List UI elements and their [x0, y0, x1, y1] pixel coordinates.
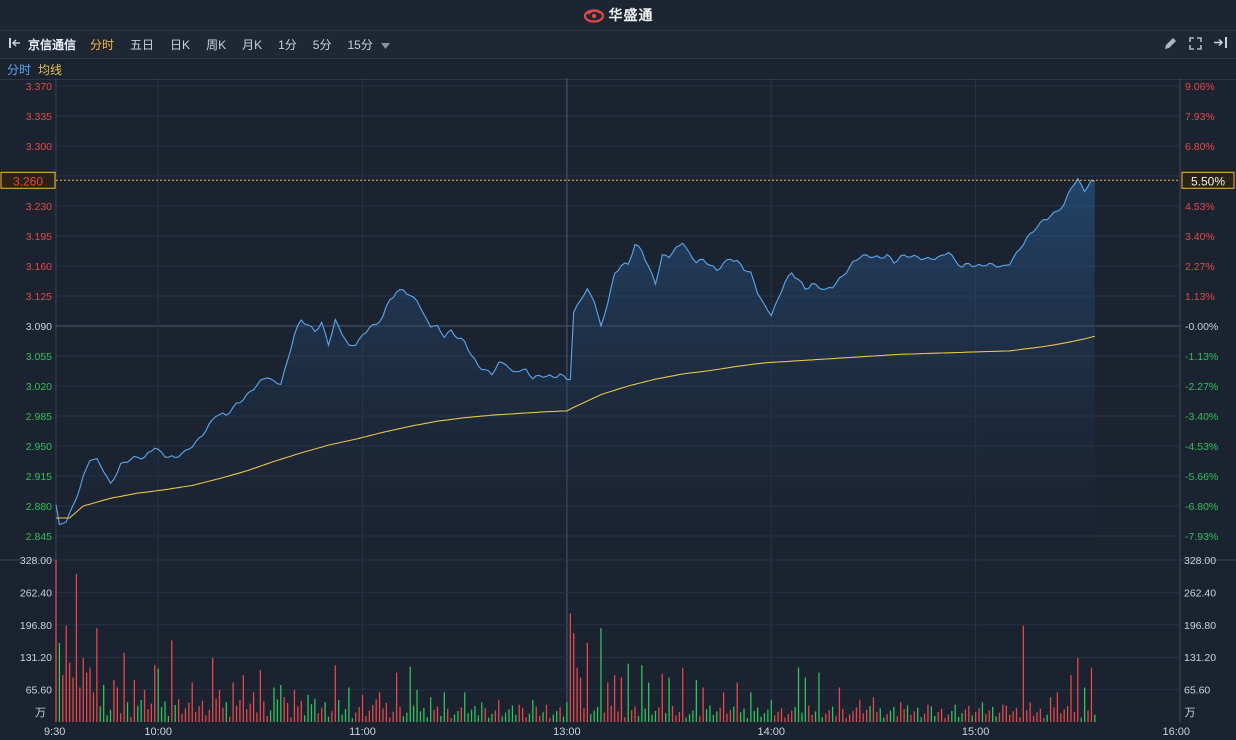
tab-weekly-k[interactable]: 周K	[206, 38, 227, 52]
y-tick-label: 2.985	[26, 411, 52, 423]
pct-tick-label: 2.27%	[1185, 261, 1215, 273]
legend: 分时 均线	[0, 59, 1236, 80]
pct-tick-label: -3.40%	[1185, 411, 1218, 423]
x-tick-label: 14:00	[758, 726, 786, 738]
tab-1min[interactable]: 1分	[278, 38, 297, 52]
pct-tick-label: 6.80%	[1185, 141, 1215, 153]
x-tick-label: 11:00	[349, 726, 376, 738]
vol-tick-label: 196.80	[20, 620, 52, 632]
pct-tick-label: 7.93%	[1185, 111, 1215, 123]
current-price-box	[0, 171, 56, 189]
pct-tick-label: 3.40%	[1185, 231, 1215, 243]
x-tick-label: 15:00	[962, 726, 990, 738]
y-tick-label: 3.335	[26, 111, 52, 123]
x-tick-label: 10:00	[144, 726, 172, 738]
y-tick-label: 3.055	[26, 351, 52, 363]
legend-avg: 均线	[38, 62, 63, 77]
pct-tick-label: 9.06%	[1185, 81, 1215, 93]
current-pct-label: 5.50%	[1191, 174, 1225, 188]
pct-tick-label: 1.13%	[1185, 291, 1215, 303]
tab-15min[interactable]: 15分	[347, 38, 373, 52]
fullscreen-icon[interactable]	[1188, 36, 1203, 54]
pct-tick-label: -4.53%	[1185, 441, 1218, 453]
vol-tick-label: 196.80	[1184, 620, 1216, 632]
y-tick-label: 3.160	[26, 261, 52, 273]
brand-name: 华盛通	[608, 7, 654, 23]
pct-tick-label: -1.13%	[1185, 351, 1218, 363]
vol-unit-label: 万	[1185, 707, 1196, 719]
y-tick-label: 3.370	[26, 81, 52, 93]
brand-logo-icon	[583, 9, 604, 23]
y-tick-label: 3.020	[26, 381, 52, 393]
pct-tick-label: 4.53%	[1185, 201, 1215, 213]
y-tick-label: 2.915	[26, 471, 52, 483]
toolbar: 京信通信 分时 五日 日K 周K 月K 1分 5分 15分	[0, 31, 1236, 59]
y-tick-label: 3.195	[26, 231, 52, 243]
pencil-icon[interactable]	[1163, 36, 1178, 54]
vol-tick-label: 65.60	[26, 685, 52, 697]
y-tick-label: 3.230	[26, 201, 52, 213]
vol-tick-label: 262.40	[1184, 587, 1216, 599]
avg-line	[56, 335, 1095, 519]
price-area	[56, 178, 1095, 548]
pct-tick-label: -0.00%	[1185, 321, 1218, 333]
y-tick-label: 2.950	[26, 441, 52, 453]
vol-tick-label: 131.20	[20, 652, 52, 664]
tab-intraday[interactable]: 分时	[90, 38, 115, 52]
y-tick-label: 3.090	[26, 321, 52, 333]
tab-five-day[interactable]: 五日	[130, 38, 155, 52]
vol-tick-label: 262.40	[20, 587, 52, 599]
pct-tick-label: -2.27%	[1185, 381, 1218, 393]
chevron-down-icon[interactable]	[375, 38, 396, 52]
y-tick-label: 3.125	[26, 291, 52, 303]
vol-tick-label: 131.20	[1184, 652, 1216, 664]
current-price-label: 3.260	[13, 174, 43, 188]
vol-tick-label: 328.00	[1184, 555, 1216, 567]
vol-unit-label: 万	[35, 707, 46, 719]
price-line	[55, 177, 1095, 526]
collapse-right-icon[interactable]	[1213, 36, 1228, 54]
brand-logo: 华盛通	[583, 5, 654, 25]
vol-tick-label: 328.00	[20, 555, 52, 567]
tab-daily-k[interactable]: 日K	[170, 38, 191, 52]
y-tick-label: 2.880	[26, 501, 52, 513]
x-tick-label: 13:00	[553, 726, 581, 738]
stock-name[interactable]: 京信通信	[28, 38, 77, 52]
x-tick-label: 9:30	[44, 726, 65, 738]
tab-monthly-k[interactable]: 月K	[242, 38, 263, 52]
x-tick-label: 16:00	[1162, 726, 1190, 738]
vol-tick-label: 65.60	[1184, 685, 1210, 697]
legend-price: 分时	[7, 62, 32, 77]
collapse-left-icon[interactable]	[0, 37, 26, 52]
pct-tick-label: -6.80%	[1185, 501, 1218, 513]
y-tick-label: 3.300	[26, 141, 52, 153]
pct-tick-label: -5.66%	[1185, 471, 1218, 483]
pct-tick-label: -7.93%	[1185, 531, 1218, 543]
tab-5min[interactable]: 5分	[312, 38, 332, 52]
y-tick-label: 2.845	[26, 531, 52, 543]
current-pct-box	[1181, 171, 1235, 189]
title-bar: 华盛通	[0, 0, 1236, 31]
